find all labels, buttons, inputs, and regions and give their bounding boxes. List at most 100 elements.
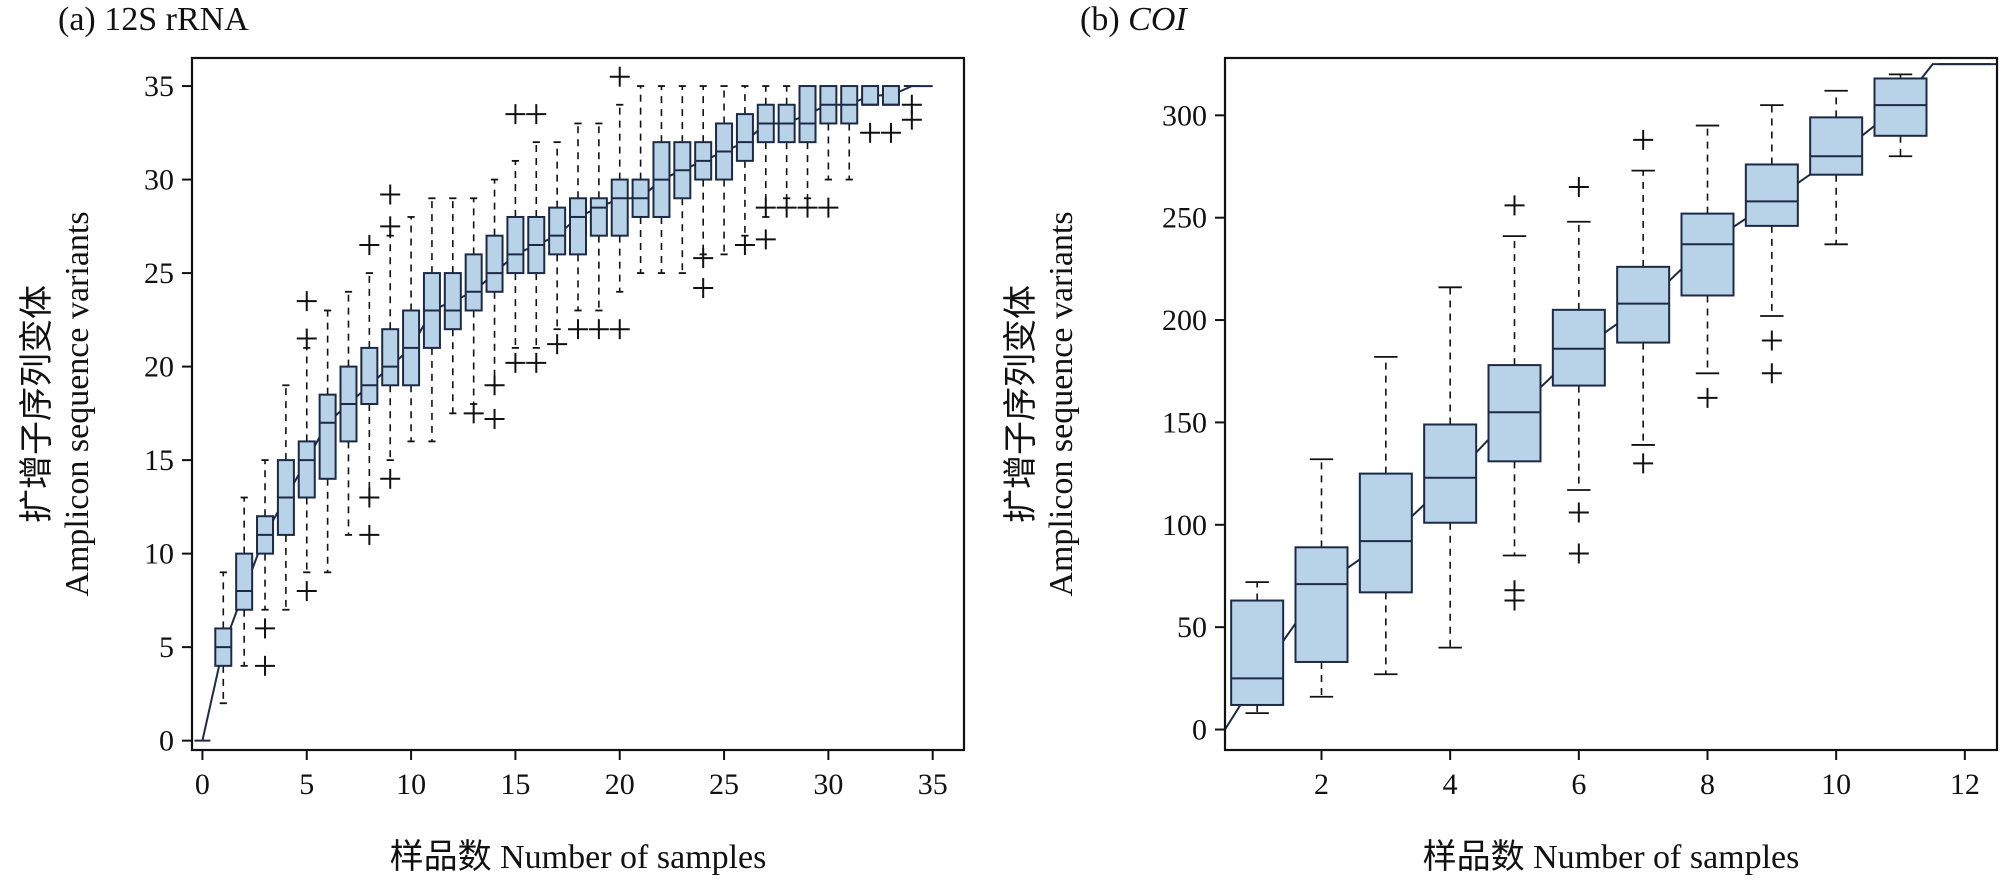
y-tick-label: 150 [1162,406,1207,439]
panel-b-x-axis-label: 样品数 Number of samples [1423,838,1800,876]
panel-b-box-11 [1873,73,1928,158]
box-body [443,272,462,331]
y-tick-label: 5 [159,631,174,664]
box-body [1487,364,1542,463]
y-tick-label: 0 [159,725,174,758]
y-tick-label: 300 [1162,99,1207,132]
x-tick-label: 10 [396,768,426,801]
panel-a-box-29 [797,85,818,218]
panel-a-x-axis-label: 样品数 Number of samples [390,838,767,876]
panel-b-box-2 [1294,458,1349,698]
panel-a-box-10 [402,216,421,443]
panel-a-box-26 [734,85,755,256]
box-body [235,552,254,611]
panel-a-box-21 [631,85,650,274]
box-body [1358,472,1413,594]
panel-b-box-6 [1551,176,1606,564]
box-body [1230,599,1285,706]
box-body [1680,212,1735,297]
panel-b-y-axis-label-cn: 扩增子序列变体 [1002,285,1040,523]
panel-a-box-8 [359,235,380,545]
panel-a-box-12 [443,197,462,415]
box-body [569,197,587,256]
panel-b-title-italic: COI [1128,1,1188,38]
box-body [798,85,817,144]
panel-a-plot-area [194,66,933,742]
x-tick-label: 0 [195,768,210,801]
x-tick-label: 25 [709,768,739,801]
panel-a-box-11 [422,197,441,443]
x-tick-label: 4 [1443,768,1458,801]
panel-b-box-8 [1680,124,1735,408]
x-tick-label: 5 [299,768,314,801]
box-body [1744,163,1799,227]
panel-b-plot-area [1224,63,1997,731]
y-tick-label: 15 [144,444,174,477]
panel-a-frame [190,56,966,752]
panel-a-box-15 [505,104,526,373]
panel-a-box-33 [880,85,901,143]
x-tick-label: 35 [918,768,948,801]
box-body [861,85,880,106]
panel-b-title-prefix: (b) [1080,1,1128,38]
box-body [610,178,629,237]
panel-a-ticks: 0 5 10 15 20 25 30 35 0 5 10 15 20 25 30 35 [144,70,948,801]
panel-a-box-4 [276,384,295,611]
y-tick-label: 20 [144,351,174,384]
panel-a-box-27 [755,85,776,250]
panel-a-box-7 [339,290,358,536]
panel-a-box-25 [715,85,734,256]
panel-a-box-13 [463,197,484,424]
panel-a-title: (a) 12S rRNA [58,1,249,38]
y-tick-label: 10 [144,538,174,571]
box-body [1294,546,1349,663]
y-tick-label: 0 [1192,714,1207,747]
y-tick-label: 100 [1162,509,1207,542]
box-body [506,215,525,275]
y-tick-label: 50 [1177,611,1207,644]
panel-b-frame [1223,56,1999,752]
box-body [318,393,337,480]
panel-a-box-24 [693,85,714,299]
panel-a-box-5 [296,291,317,602]
panel-b-box-9 [1744,104,1799,384]
box-body [297,440,316,499]
box-body [589,197,608,237]
panel-a-box-28 [776,85,797,218]
box-body [1616,265,1671,344]
box-body [881,85,900,106]
x-tick-label: 2 [1314,768,1329,801]
panel-a-y-axis-label-cn: 扩增子序列变体 [18,285,56,523]
box-body [1551,308,1606,387]
panel-b-y-axis-label-en: Amplicon sequence variants [1043,211,1080,596]
y-tick-label: 30 [144,164,174,197]
y-tick-label: 35 [144,70,174,103]
panel-a-trend-line [201,85,933,741]
panel-a-box-23 [673,85,692,274]
panel-a-box-22 [652,85,671,274]
panel-b-box-1 [1230,581,1285,715]
box-body [381,328,400,387]
panel-a-box-14 [484,178,505,429]
y-tick-label: 200 [1162,304,1207,337]
panel-b-box-5 [1487,195,1542,611]
x-tick-label: 30 [813,768,843,801]
panel-b-box-10 [1809,89,1864,246]
box-body [360,346,379,406]
panel-b-ticks: 2 4 6 8 10 12 0 50 100 150 200 250 300 [1162,99,1980,801]
y-tick-label: 25 [144,257,174,290]
panel-a-y-axis-label-en: Amplicon sequence variants [59,211,96,596]
panel-a-box-3 [255,459,276,676]
panel-a-box-17 [547,141,568,355]
panel-a-box-18 [568,122,588,340]
box-body [485,234,504,293]
panel-a-box-20 [609,66,630,340]
box-body [735,113,754,162]
panel-a-box-34 [901,85,922,130]
panel-b-box-3 [1358,356,1413,676]
x-tick-label: 15 [500,768,530,801]
x-tick-label: 6 [1571,768,1586,801]
box-body [1809,116,1864,176]
panel-a-box-16 [526,104,547,373]
